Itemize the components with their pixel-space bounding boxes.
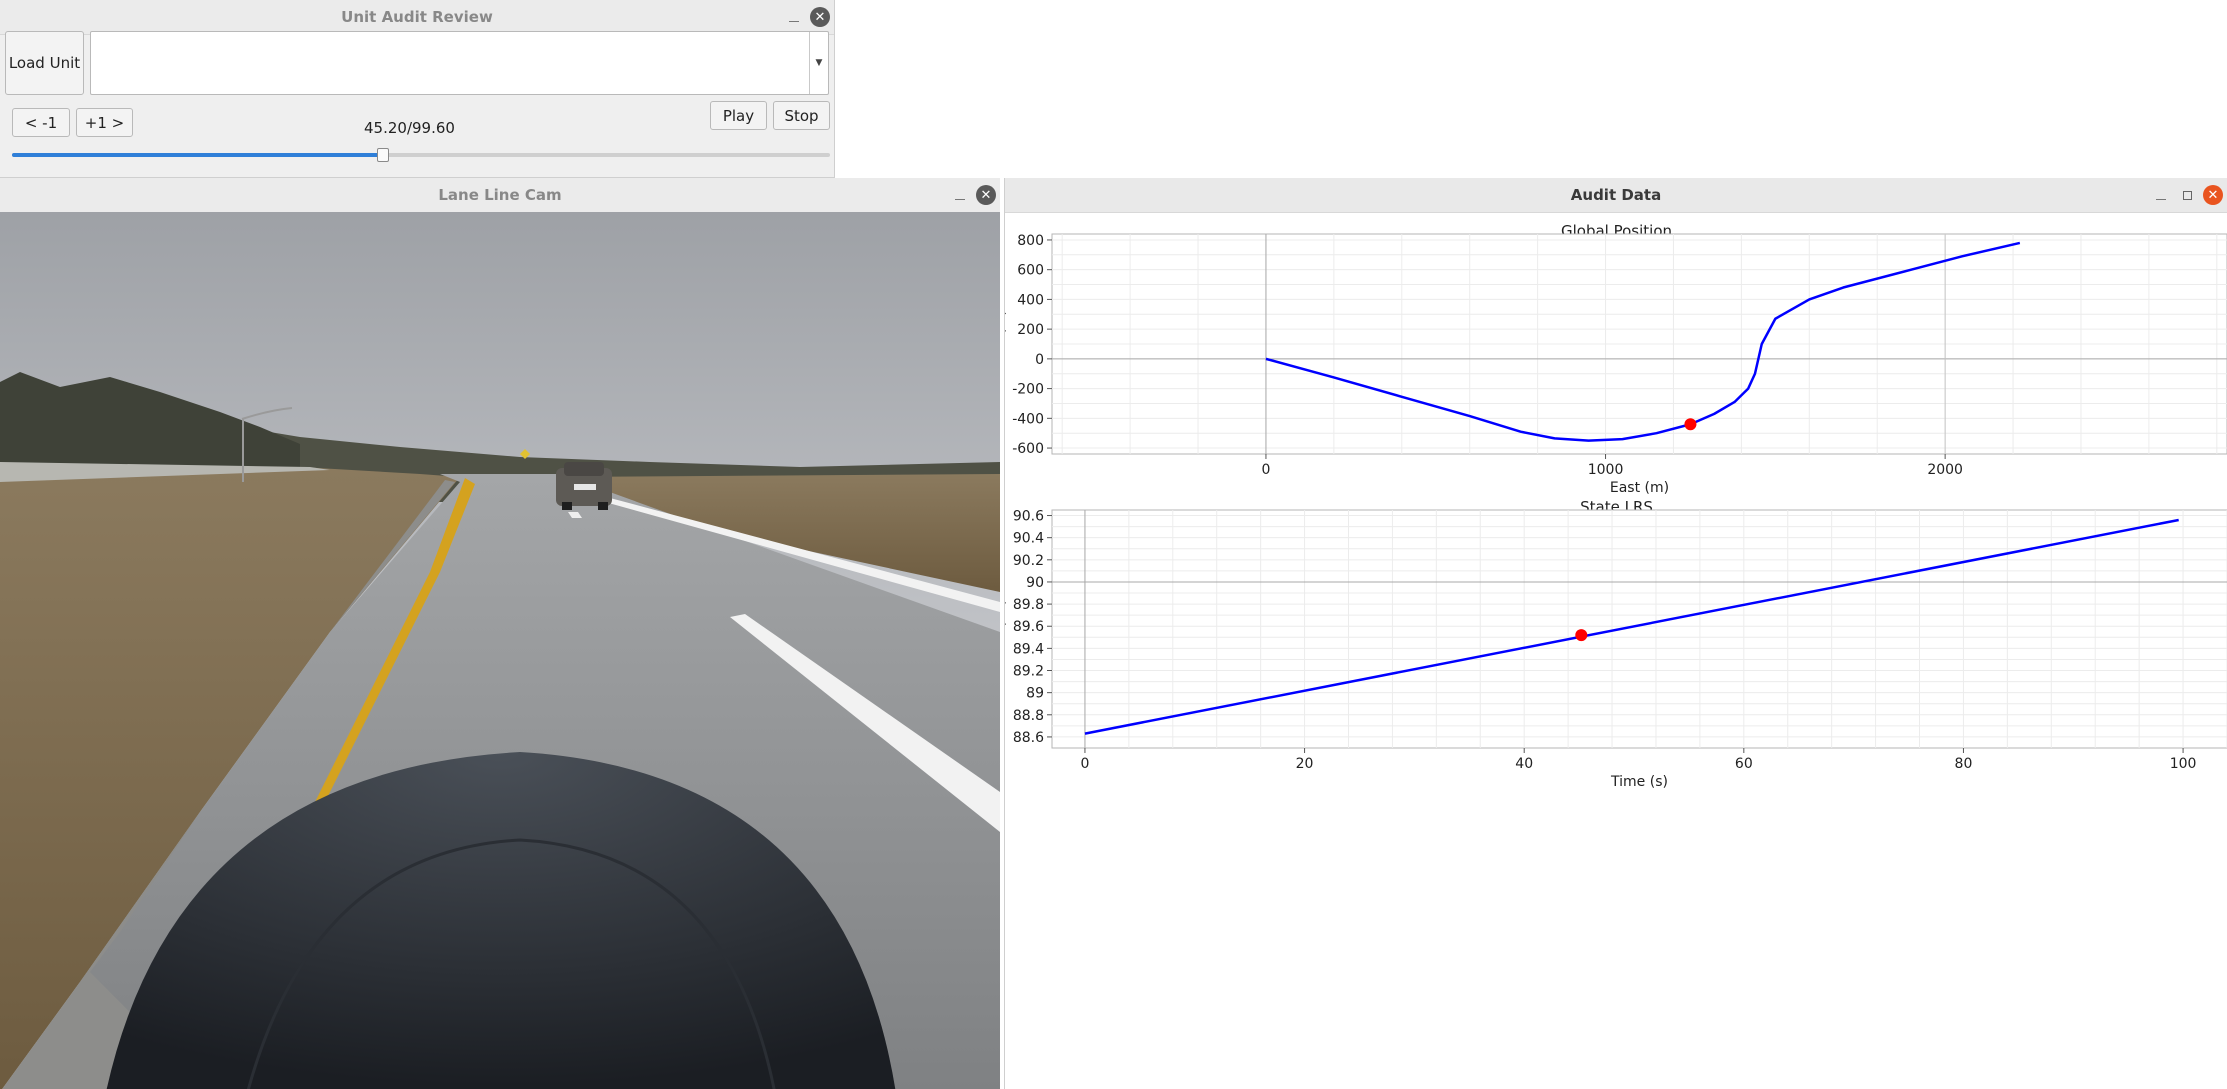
lane-cam-titlebar[interactable]: Lane Line Cam ✕	[0, 178, 1000, 213]
y-tick-label: 600	[1017, 263, 1044, 279]
y-tick-label: 800	[1017, 233, 1044, 249]
y-tick-label: -600	[1012, 441, 1044, 457]
close-icon: ✕	[2203, 185, 2223, 205]
y-tick-label: 89.6	[1013, 619, 1044, 635]
position-marker	[1684, 418, 1697, 431]
window-title: Audit Data	[1570, 186, 1662, 204]
x-tick-label: 80	[1955, 756, 1973, 772]
x-tick-label: 0	[1261, 462, 1270, 478]
window-title: Lane Line Cam	[438, 186, 562, 204]
slider-fill	[12, 153, 384, 157]
lane-cam-window: Lane Line Cam ✕	[0, 178, 1000, 1089]
prev-frame-button[interactable]: < -1	[12, 108, 70, 137]
y-tick-label: -200	[1012, 382, 1044, 398]
y-tick-label: -400	[1012, 411, 1044, 427]
y-tick-label: 400	[1017, 292, 1044, 308]
y-tick-label: 89.4	[1013, 641, 1044, 657]
minimize-icon	[2156, 198, 2166, 200]
x-tick-label: 1000	[1588, 462, 1624, 478]
audit-data-window: Audit Data ✕ Global Position 0 1000 2000 80…	[1004, 178, 2227, 1089]
x-tick-label: 20	[1296, 756, 1314, 772]
vehicle-ahead	[556, 462, 612, 510]
state-lrs-plot: State LRS 0 20 40 60 80 100 90.6 90.4 90.2 90 89.8…	[1005, 488, 2227, 1088]
next-frame-button[interactable]: +1 >	[76, 108, 133, 137]
play-button[interactable]: Play	[710, 101, 767, 130]
x-axis-label: East (m)	[1610, 480, 1669, 496]
stop-button[interactable]: Stop	[773, 101, 830, 130]
slider-handle[interactable]	[377, 148, 390, 162]
y-tick-label: 89	[1026, 686, 1044, 702]
unit-selector[interactable]: ▼	[90, 31, 829, 95]
y-tick-label: 89.8	[1013, 597, 1044, 613]
close-button[interactable]: ✕	[972, 178, 1000, 212]
close-icon: ✕	[976, 185, 996, 205]
close-icon: ✕	[810, 7, 830, 27]
camera-image	[0, 212, 1000, 1089]
x-tick-label: 40	[1515, 756, 1533, 772]
y-tick-label: 200	[1017, 322, 1044, 338]
y-tick-label: 88.8	[1013, 708, 1044, 724]
maximize-icon	[2182, 190, 2192, 200]
maximize-button[interactable]	[2173, 178, 2201, 212]
y-tick-label: 89.2	[1013, 664, 1044, 680]
y-axis-label: North (m)	[1005, 310, 1008, 378]
y-axis-label: LRS (mi)	[1005, 599, 1008, 658]
slider-track	[12, 153, 830, 157]
camera-frame	[0, 212, 1000, 1089]
x-tick-label: 0	[1080, 756, 1089, 772]
series-line	[1084, 518, 2179, 735]
series-line	[1265, 241, 2021, 442]
chevron-down-icon[interactable]: ▼	[809, 32, 828, 94]
minimize-icon	[955, 198, 965, 200]
x-axis-label: Time (s)	[1610, 774, 1668, 790]
y-tick-label: 90	[1026, 575, 1044, 591]
minimize-button[interactable]	[946, 178, 974, 212]
global-position-plot: Global Position 0 1000 2000 800 600 400 200 0 -2…	[1005, 212, 2227, 662]
unit-audit-titlebar[interactable]: Unit Audit Review ✕	[0, 0, 834, 35]
audit-data-titlebar[interactable]: Audit Data ✕	[1005, 178, 2227, 213]
minimize-button[interactable]	[780, 0, 808, 34]
x-tick-label: 100	[2170, 756, 2197, 772]
x-tick-label: 2000	[1927, 462, 1963, 478]
x-tick-label: 60	[1735, 756, 1753, 772]
y-tick-label: 90.2	[1013, 553, 1044, 569]
close-button[interactable]: ✕	[806, 0, 834, 34]
minimize-icon	[789, 20, 799, 22]
y-tick-label: 0	[1035, 352, 1044, 368]
state-lrs-chart: 0 20 40 60 80 100 90.6 90.4 90.2 90 89.8 89.6 89.4 89…	[1005, 509, 2227, 790]
timeline-slider[interactable]	[12, 145, 830, 165]
unit-audit-window: Unit Audit Review ✕ Load Unit ▼ < -1 +1 …	[0, 0, 835, 178]
y-tick-label: 90.4	[1013, 531, 1044, 547]
load-unit-button[interactable]: Load Unit	[5, 31, 84, 95]
close-button[interactable]: ✕	[2199, 178, 2227, 212]
time-readout: 45.20/99.60	[364, 119, 455, 137]
y-tick-label: 90.6	[1013, 509, 1044, 525]
window-title: Unit Audit Review	[341, 8, 493, 26]
y-tick-label: 88.6	[1013, 730, 1044, 746]
position-marker	[1575, 629, 1588, 642]
minimize-button[interactable]	[2147, 178, 2175, 212]
